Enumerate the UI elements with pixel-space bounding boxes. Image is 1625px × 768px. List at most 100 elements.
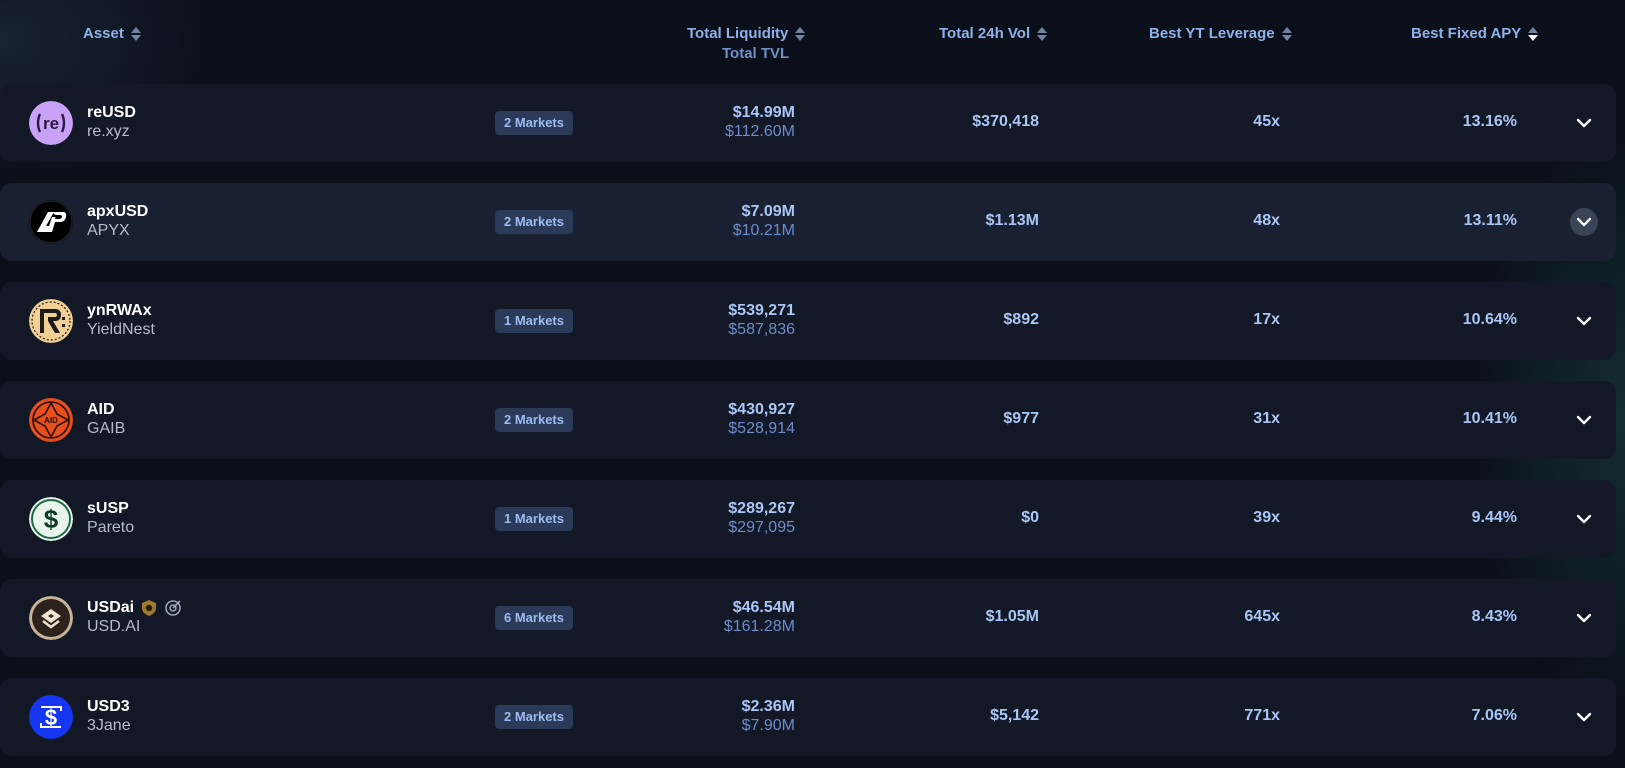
sort-apy-header[interactable]: Best Fixed APY [1411, 25, 1539, 42]
yt-leverage-value: 48x [1253, 212, 1280, 229]
expand-row-button[interactable] [1570, 109, 1598, 137]
expand-row-button[interactable] [1570, 406, 1598, 434]
fixed-apy-value: 8.43% [1471, 608, 1517, 625]
asset-symbol: apxUSD [87, 203, 149, 220]
yt-leverage-value: 17x [1253, 311, 1280, 328]
markets-count-badge[interactable]: 2 Markets [495, 705, 573, 729]
asset-symbol: sUSP [87, 500, 129, 517]
sort-arrows-icon [1037, 26, 1048, 41]
expand-row-button[interactable] [1570, 604, 1598, 632]
sort-arrows-icon [130, 26, 141, 41]
chevron-down-icon [1576, 316, 1592, 326]
fixed-apy-value: 9.44% [1471, 509, 1517, 526]
usdai-logo-icon [29, 596, 73, 640]
sort-descending-icon [1528, 26, 1539, 41]
asset-symbol: USD3 [87, 698, 130, 715]
total-volume-value: $0 [1021, 509, 1039, 526]
expand-row-button[interactable] [1570, 208, 1598, 236]
asset-protocol: APYX [87, 222, 130, 239]
liquidity-header-label: Total Liquidity [687, 25, 789, 42]
table-row[interactable]: AID AID GAIB 2 Markets $430,927 $528,914… [0, 381, 1616, 459]
sort-arrows-icon [1281, 26, 1292, 41]
asset-symbol-group: USDai [87, 599, 182, 617]
leverage-header-label: Best YT Leverage [1149, 25, 1275, 42]
fixed-apy-value: 13.11% [1463, 212, 1517, 229]
total-liquidity-value: $430,927 [728, 401, 795, 418]
yt-leverage-value: 31x [1253, 410, 1280, 427]
total-tvl-value: $112.60M [725, 123, 795, 140]
sort-asset-header[interactable]: Asset [83, 25, 141, 42]
volume-header-label: Total 24h Vol [939, 25, 1031, 42]
expand-row-button[interactable] [1570, 703, 1598, 731]
markets-count-badge[interactable]: 1 Markets [495, 309, 573, 333]
total-tvl-value: $7.90M [741, 717, 795, 734]
sort-volume-header[interactable]: Total 24h Vol [939, 25, 1048, 42]
yt-leverage-value: 771x [1244, 707, 1280, 724]
table-row[interactable]: ynRWAx YieldNest 1 Markets $539,271 $587… [0, 282, 1616, 360]
total-tvl-value: $10.21M [732, 222, 795, 239]
chevron-down-icon [1576, 613, 1592, 623]
yt-leverage-value: 39x [1253, 509, 1280, 526]
table-row[interactable]: $ sUSP Pareto 1 Markets $289,267 $297,09… [0, 480, 1616, 558]
svg-text:re: re [43, 114, 59, 133]
target-icon[interactable] [164, 599, 182, 617]
markets-count-badge[interactable]: 2 Markets [495, 210, 573, 234]
table-row[interactable]: re reUSD re.xyz 2 Markets $14.99M $112.6… [0, 84, 1616, 162]
markets-count-badge[interactable]: 2 Markets [495, 408, 573, 432]
expand-row-button[interactable] [1570, 505, 1598, 533]
asset-symbol: ynRWAx [87, 302, 152, 319]
table-row[interactable]: apxUSD APYX 2 Markets $7.09M $10.21M $1.… [0, 183, 1616, 261]
chevron-down-icon [1576, 514, 1592, 524]
markets-count-badge[interactable]: 2 Markets [495, 111, 573, 135]
total-volume-value: $370,418 [972, 113, 1039, 130]
total-liquidity-value: $289,267 [728, 500, 795, 517]
dollar-logo-icon: $ [29, 497, 73, 541]
sort-arrows-icon [795, 26, 806, 41]
re-logo-icon: re [29, 101, 73, 145]
total-volume-value: $977 [1003, 410, 1039, 427]
total-liquidity-value: $46.54M [732, 599, 795, 616]
yieldnest-logo-icon [29, 299, 73, 343]
fixed-apy-value: 10.41% [1462, 410, 1517, 427]
asset-header-label: Asset [83, 25, 124, 42]
apy-header-label: Best Fixed APY [1411, 25, 1522, 42]
asset-protocol: Pareto [87, 519, 135, 536]
total-volume-value: $892 [1003, 311, 1039, 328]
asset-symbol: AID [87, 401, 115, 418]
chevron-down-icon [1576, 712, 1592, 722]
apyx-logo-icon [29, 200, 73, 244]
sort-leverage-header[interactable]: Best YT Leverage [1149, 25, 1292, 42]
asset-protocol: re.xyz [87, 123, 130, 140]
sort-liquidity-header[interactable]: Total Liquidity [687, 25, 806, 42]
asset-symbol: USDai [87, 599, 135, 616]
svg-text:$: $ [45, 705, 57, 730]
shield-icon[interactable] [140, 599, 158, 617]
fixed-apy-value: 13.16% [1462, 113, 1517, 130]
fixed-apy-value: 10.64% [1462, 311, 1517, 328]
total-liquidity-value: $2.36M [741, 698, 795, 715]
gaib-logo-icon: AID [29, 398, 73, 442]
total-tvl-value: $161.28M [723, 618, 795, 635]
total-tvl-value: $587,836 [728, 321, 795, 338]
tvl-header-label[interactable]: Total TVL [722, 45, 790, 62]
asset-symbol: reUSD [87, 104, 136, 121]
asset-protocol: GAIB [87, 420, 126, 437]
yt-leverage-value: 645x [1244, 608, 1280, 625]
chevron-down-icon [1576, 118, 1592, 128]
total-volume-value: $1.13M [985, 212, 1039, 229]
fixed-apy-value: 7.06% [1471, 707, 1517, 724]
total-liquidity-value: $7.09M [741, 203, 795, 220]
expand-row-button[interactable] [1570, 307, 1598, 335]
yt-leverage-value: 45x [1253, 113, 1280, 130]
total-volume-value: $1.05M [985, 608, 1039, 625]
markets-count-badge[interactable]: 1 Markets [495, 507, 573, 531]
table-row[interactable]: USDai USD.AI 6 Markets $46.54M $161.28M … [0, 579, 1616, 657]
chevron-down-icon [1576, 217, 1592, 227]
chevron-down-icon [1576, 415, 1592, 425]
asset-protocol: YieldNest [87, 321, 155, 338]
table-header: Asset Total Liquidity Total TVL Total 24… [0, 0, 1625, 80]
3jane-logo-icon: $ [29, 695, 73, 739]
markets-count-badge[interactable]: 6 Markets [495, 606, 573, 630]
table-row[interactable]: $ USD3 3Jane 2 Markets $2.36M $7.90M $5,… [0, 678, 1616, 756]
